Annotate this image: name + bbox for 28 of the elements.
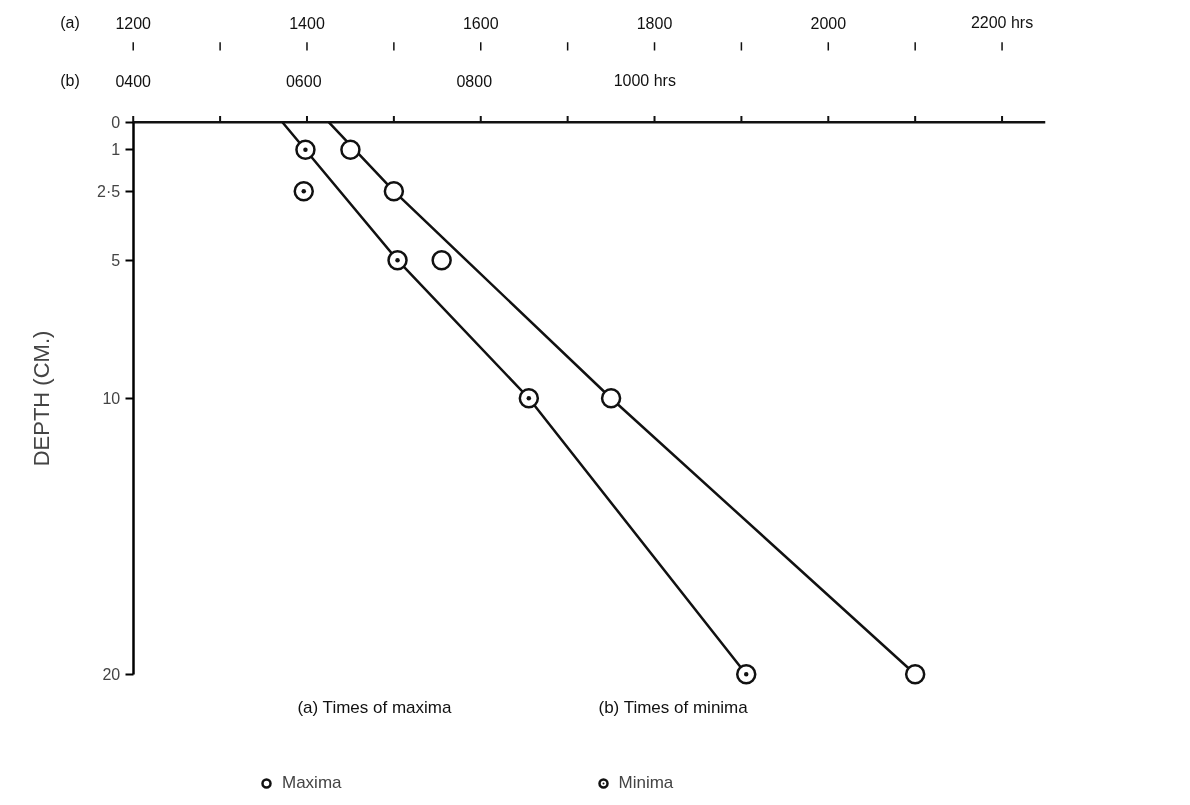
x2-tick-label: 0600 — [285, 72, 322, 90]
point — [904, 664, 926, 685]
point — [600, 388, 622, 409]
y-tick-label: 20 — [102, 665, 121, 683]
x-tick-label: 1800 — [636, 14, 673, 32]
y-axis-title: DEPTH (CM.) — [29, 330, 55, 467]
text: (a) Times of maxima — [297, 697, 452, 717]
x-tick-label: 1600 — [462, 14, 499, 32]
x-tick-label: 2000 — [810, 14, 847, 32]
x-tick-label: 2200 hrs — [970, 14, 1034, 32]
y-tick-label: 2·5 — [97, 182, 121, 200]
text: (b) Times of minima — [598, 697, 749, 717]
legend-label: Maxima — [282, 773, 342, 793]
y-tick-label: 1 — [111, 141, 121, 159]
y-tick-label: 5 — [111, 251, 121, 269]
y-tick-label: 0 — [111, 113, 121, 131]
x2-tick-label: 0400 — [115, 72, 152, 90]
point — [383, 180, 405, 202]
x-tick-label: 1200 — [115, 14, 152, 32]
point — [431, 249, 452, 271]
legend-label: Minima — [618, 773, 674, 793]
y-tick-label: 10 — [102, 389, 121, 407]
x-axis-title: (a) — [60, 14, 80, 32]
x-tick-label: 1400 — [289, 14, 325, 32]
x2-tick-label: 0800 — [456, 72, 493, 90]
x2-axis-title: (b) — [60, 72, 80, 90]
point — [340, 139, 361, 161]
x2-tick-label: 1000 hrs — [613, 72, 676, 90]
